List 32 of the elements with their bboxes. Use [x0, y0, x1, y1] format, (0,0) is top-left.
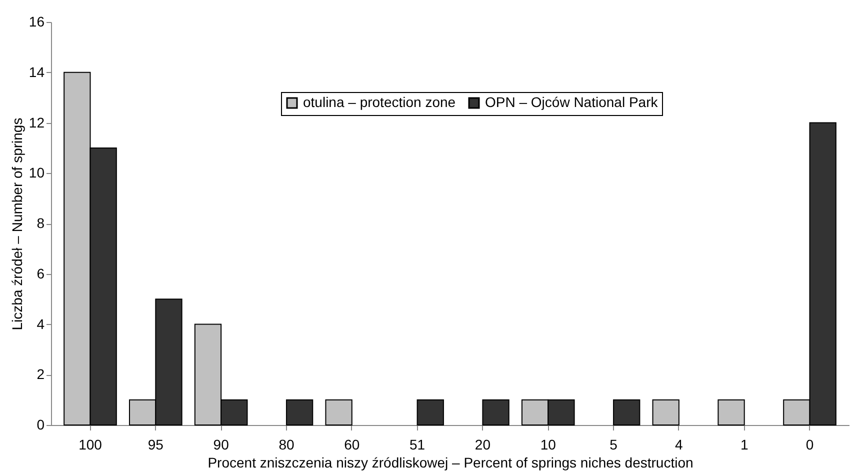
bar [482, 399, 510, 426]
x-tick-label: 5 [610, 436, 618, 452]
bar [286, 399, 314, 426]
x-tick-label: 1 [740, 436, 748, 452]
bar [718, 399, 745, 426]
x-tick-label: 0 [806, 436, 814, 452]
x-axis-title: Procent zniszczenia niszy źródliskowej – Percent of springs niches destruction [208, 454, 694, 470]
x-tick-label: 60 [344, 436, 360, 452]
y-tick-label: 16 [28, 14, 45, 30]
x-tick-label: 4 [675, 436, 684, 452]
y-tick-label: 4 [36, 316, 45, 332]
y-tick-label: 2 [36, 366, 45, 382]
y-tick-label: 14 [28, 64, 45, 80]
bar [652, 399, 680, 426]
bar [416, 399, 444, 426]
x-tick-label: 80 [278, 436, 294, 452]
y-tick-label: 12 [28, 114, 45, 130]
y-tick-label: 0 [36, 416, 45, 432]
bar [613, 399, 640, 426]
y-tick-label: 8 [36, 215, 45, 231]
x-tick-label: 95 [148, 436, 164, 452]
y-tick-label: 10 [28, 164, 45, 181]
x-tick-label: 20 [474, 436, 491, 452]
y-axis-title: Liczba źródeł – Number of springs [8, 118, 25, 330]
legend-label: OPN – Ojców National Park [485, 94, 659, 110]
legend-label: otulina – protection zone [303, 94, 456, 110]
x-tick-label: 51 [410, 436, 426, 452]
x-tick-label: 10 [540, 436, 556, 452]
bar [325, 399, 352, 426]
x-tick-label: 100 [78, 436, 102, 452]
y-tick-label: 6 [36, 265, 45, 282]
x-tick-label: 90 [213, 436, 230, 452]
